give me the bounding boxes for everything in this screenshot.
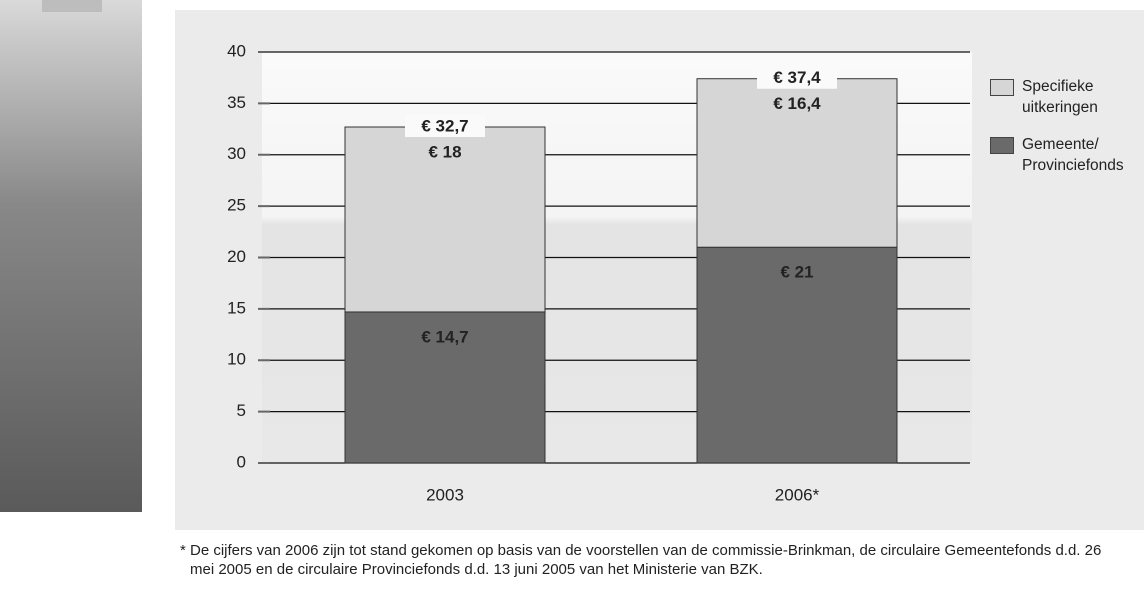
legend-label: Specifieke uitkeringen bbox=[1022, 78, 1098, 116]
y-tick-label: 10 bbox=[227, 350, 246, 369]
x-tick-label: 2003 bbox=[426, 485, 464, 504]
y-tick-label: 30 bbox=[227, 144, 246, 163]
legend-label: Gemeente/ Provinciefonds bbox=[1022, 136, 1124, 174]
bar-segment bbox=[344, 311, 546, 464]
bar-segment bbox=[344, 126, 546, 313]
y-tick-label: 5 bbox=[237, 401, 246, 420]
legend-item: Specifieke uitkeringen bbox=[990, 76, 1132, 118]
total-label: € 32,7 bbox=[421, 116, 468, 135]
y-tick-label: 25 bbox=[227, 196, 246, 215]
value-label: € 21 bbox=[780, 263, 813, 282]
bar-segment bbox=[696, 246, 898, 464]
y-tick-label: 0 bbox=[237, 452, 246, 471]
total-label-bg bbox=[405, 115, 485, 138]
bar-segment bbox=[696, 78, 898, 248]
value-label: € 16,4 bbox=[773, 94, 821, 113]
total-label-bg bbox=[757, 66, 837, 89]
y-tick-label: 35 bbox=[227, 93, 246, 112]
total-label: € 37,4 bbox=[773, 68, 821, 87]
y-tick-label: 15 bbox=[227, 298, 246, 317]
legend-item: Gemeente/ Provinciefonds bbox=[990, 134, 1132, 176]
legend-swatch bbox=[990, 79, 1014, 96]
value-label: € 18 bbox=[428, 142, 461, 161]
value-label: € 14,7 bbox=[421, 327, 468, 346]
photo-tab bbox=[42, 0, 102, 12]
y-tick-label: 20 bbox=[227, 247, 246, 266]
x-tick-label: 2006* bbox=[775, 485, 820, 504]
y-tick-label: 40 bbox=[227, 41, 246, 60]
footnote: * De cijfers van 2006 zijn tot stand gek… bbox=[180, 542, 1102, 578]
legend-swatch bbox=[990, 137, 1014, 154]
photo bbox=[0, 0, 142, 512]
